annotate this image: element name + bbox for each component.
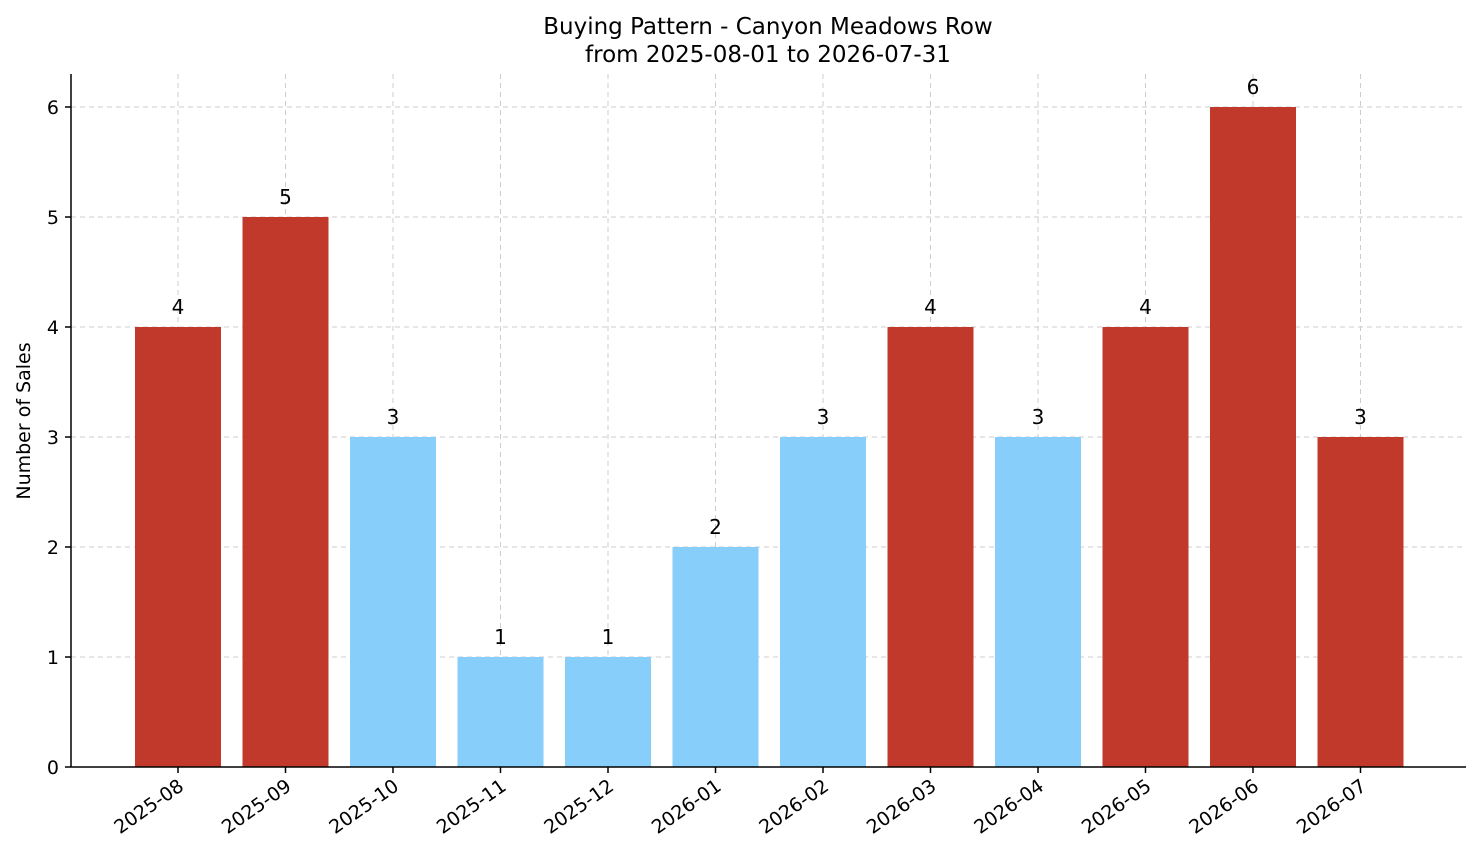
x-tick-label: 2025-11: [433, 775, 511, 839]
x-tick-label: 2026-07: [1293, 775, 1371, 839]
bar-value-label: 3: [1354, 405, 1367, 429]
bar-value-label: 4: [924, 295, 937, 319]
bar-2026-01: [672, 547, 759, 767]
y-axis-label: Number of Sales: [13, 342, 35, 499]
bars-layer: [135, 107, 1404, 767]
x-tick-label: 2025-10: [325, 775, 403, 839]
bar-2025-09: [242, 217, 329, 767]
x-tick-label: 2026-03: [863, 775, 941, 839]
bar-2026-07: [1317, 437, 1404, 767]
bar-value-label: 6: [1247, 75, 1260, 99]
y-tick-label: 5: [47, 207, 59, 229]
bar-2026-02: [780, 437, 866, 767]
bar-value-label: 3: [1032, 405, 1045, 429]
bar-value-label: 1: [494, 625, 507, 649]
bar-2026-04: [995, 437, 1081, 767]
y-tick-label: 2: [47, 537, 59, 559]
x-tick-label: 2026-02: [755, 775, 833, 839]
y-tick-label: 1: [47, 647, 59, 669]
bar-value-label: 3: [387, 405, 400, 429]
bar-2025-10: [350, 437, 436, 767]
bar-2025-12: [565, 657, 651, 767]
y-tick-label: 0: [47, 757, 59, 779]
bar-value-label: 5: [279, 185, 292, 209]
x-tick-label: 2025-12: [540, 775, 618, 839]
bar-value-label: 1: [602, 625, 615, 649]
x-tick-label: 2025-09: [218, 775, 296, 839]
bar-2026-06: [1210, 107, 1296, 767]
x-tick-label: 2026-04: [970, 775, 1048, 839]
bar-value-label: 2: [709, 515, 722, 539]
chart-subtitle: from 2025-08-01 to 2026-07-31: [585, 42, 951, 68]
x-tick-label: 2026-06: [1185, 775, 1263, 839]
bar-value-label: 4: [172, 295, 185, 319]
chart-title: Buying Pattern - Canyon Meadows Row: [543, 14, 993, 40]
bar-value-label: 3: [817, 405, 830, 429]
y-tick-label: 4: [47, 317, 59, 339]
bar-2025-08: [135, 327, 221, 767]
y-tick-label: 6: [47, 97, 59, 119]
y-tick-label: 3: [47, 427, 59, 449]
bar-value-label: 4: [1139, 295, 1152, 319]
bar-2026-05: [1102, 327, 1189, 767]
x-tick-label: 2026-05: [1078, 775, 1156, 839]
bar-2025-11: [457, 657, 544, 767]
x-tick-label: 2026-01: [648, 775, 726, 839]
x-tick-label: 2025-08: [110, 775, 188, 839]
axes-layer: [65, 74, 1466, 773]
bar-2026-03: [887, 327, 974, 767]
